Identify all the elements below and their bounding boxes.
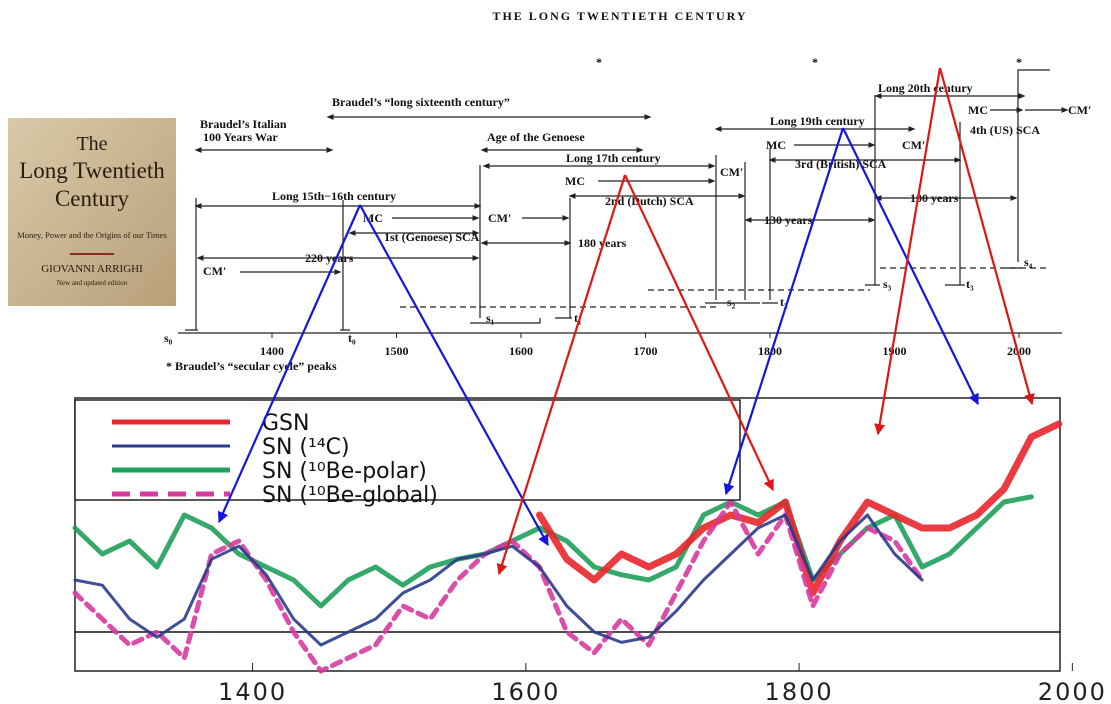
legend-label: SN (¹⁰Be-polar)	[262, 459, 427, 484]
arrow	[496, 174, 627, 576]
point-label: s₄	[1024, 255, 1033, 269]
legend-label: GSN	[262, 411, 309, 436]
label: CM′	[203, 264, 226, 278]
label: 100 Years War	[203, 130, 278, 144]
arrow	[938, 67, 1035, 406]
peak-mark: *	[812, 55, 818, 69]
label: Long 17th century	[566, 151, 661, 165]
point-label: t₂	[780, 295, 788, 309]
book-edition: New and updated edition	[57, 279, 128, 287]
book-title: Century	[55, 186, 130, 211]
peak-mark: *	[1016, 55, 1022, 69]
label: CM′	[488, 211, 511, 225]
axis-label: 1500	[385, 344, 409, 358]
book-cover: The Long Twentieth Century Money, Power …	[8, 118, 176, 306]
point-label: t₃	[966, 277, 974, 291]
arrows	[217, 67, 1035, 576]
point-label: s₃	[883, 277, 892, 291]
arrow	[624, 174, 774, 491]
axis-label: 1800	[758, 344, 782, 358]
label: Long 20th century	[878, 81, 973, 95]
diagram-axis: 1400 1500 1600 1700 1800 1900 2000	[260, 333, 1031, 358]
arrow	[842, 127, 979, 405]
legend-label: SN (¹⁰Be-global)	[262, 483, 438, 508]
arrow	[359, 204, 549, 546]
label: 4th (US) SCA	[970, 123, 1040, 137]
book-author: GIOVANNI ARRIGHI	[41, 263, 143, 275]
axis-label: 1400	[260, 344, 284, 358]
series-line	[73, 513, 924, 647]
arrow	[723, 127, 845, 496]
axis-label: 1900	[883, 344, 907, 358]
label: Braudel’s Italian	[200, 117, 287, 131]
legend-label: SN (¹⁴C)	[262, 435, 350, 460]
axis-label: 1700	[634, 344, 658, 358]
label: CM′	[902, 138, 925, 152]
label: Age of the Genoese	[487, 130, 585, 144]
book-subtitle: Money, Power and the Origins of our Time…	[17, 230, 167, 240]
series-line	[72, 499, 925, 674]
arrow	[874, 67, 942, 436]
cover-bg	[8, 118, 176, 306]
diagram: THE LONG TWENTIETH CENTURY * * * Braudel…	[164, 9, 1091, 373]
axis-label: 1600	[509, 344, 533, 358]
point-label: t₁	[574, 311, 582, 325]
point-label: s₂	[727, 295, 736, 309]
label: MC	[565, 174, 585, 188]
peak-mark: *	[596, 55, 602, 69]
x-tick-label: 1400	[218, 678, 287, 704]
book-title: Long Twentieth	[19, 158, 165, 183]
book-title: The	[76, 133, 107, 155]
label: 1st (Genoese) SCA	[384, 230, 480, 244]
label: Braudel’s “long sixteenth century”	[332, 95, 510, 109]
label: Long 19th century	[770, 114, 865, 128]
x-tick-label: 1800	[765, 678, 834, 704]
plot-frame	[74, 397, 1061, 672]
label: Long 15th−16th century	[272, 189, 396, 203]
label: MC	[968, 103, 988, 117]
x-tick-label: 1600	[491, 678, 560, 704]
label: CM′	[1068, 103, 1091, 117]
label: CM′	[720, 165, 743, 179]
label: MC	[766, 138, 786, 152]
point-label: t₀	[348, 331, 356, 345]
x-tick-label: 2000	[1038, 678, 1107, 704]
arrow	[217, 204, 362, 524]
label: 3rd (British) SCA	[795, 157, 887, 171]
point-label: s₀	[164, 331, 173, 345]
point-label: s₁	[486, 311, 495, 325]
diagram-title: THE LONG TWENTIETH CENTURY	[492, 9, 747, 23]
footnote: * Braudel’s “secular cycle” peaks	[166, 359, 337, 373]
label: 180 years	[578, 236, 627, 250]
axis-label: 2000	[1007, 344, 1031, 358]
